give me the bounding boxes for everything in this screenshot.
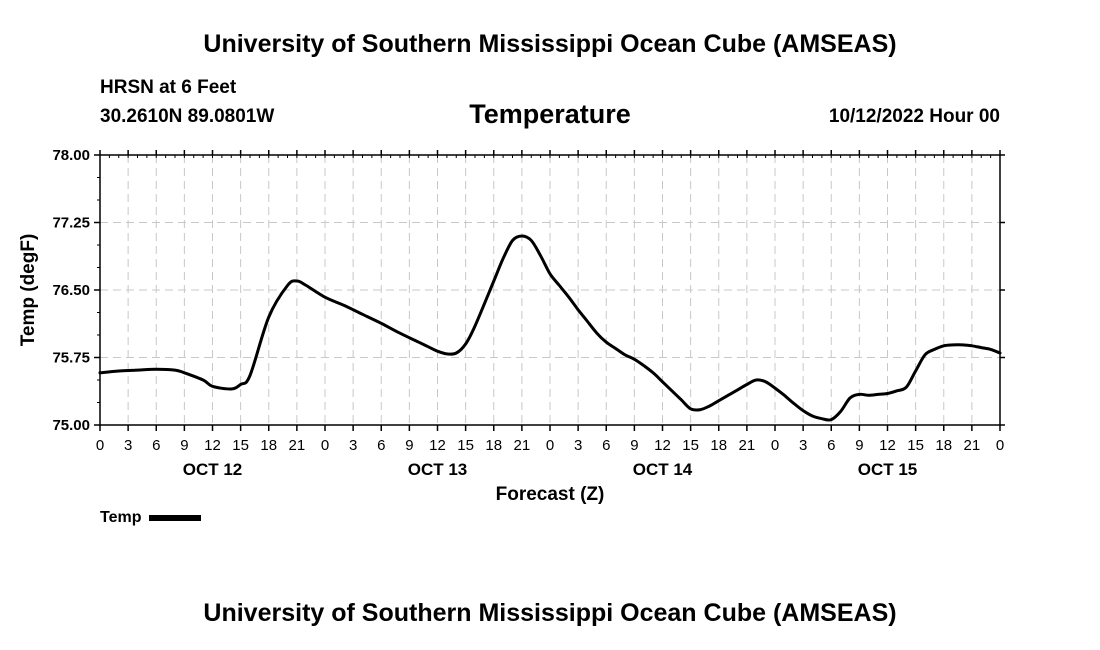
coordinates-label: 30.2610N 89.0801W (100, 106, 275, 127)
x-tick-label: 9 (630, 437, 638, 454)
day-label: OCT 12 (183, 460, 243, 479)
y-tick-label: 78.00 (52, 147, 90, 164)
x-tick-label: 0 (96, 437, 104, 454)
x-tick-label: 0 (546, 437, 554, 454)
x-tick-label: 21 (739, 437, 756, 454)
legend-line-swatch (149, 515, 202, 521)
forecast-datetime: 10/12/2022 Hour 00 (828, 106, 1000, 127)
x-tick-label: 3 (574, 437, 582, 454)
y-tick-label: 76.50 (52, 282, 90, 299)
x-tick-label: 6 (152, 437, 160, 454)
x-tick-label: 3 (349, 437, 357, 454)
series-line-temp (98, 234, 1002, 422)
footer-title: University of Southern Mississippi Ocean… (203, 599, 897, 627)
x-tick-label: 9 (855, 437, 863, 454)
x-tick-label: 18 (710, 437, 727, 454)
x-tick-label: 18 (935, 437, 952, 454)
station-label: HRSN at 6 Feet (100, 77, 237, 98)
x-tick-label: 21 (514, 437, 531, 454)
x-axis-label: Forecast (Z) (496, 484, 605, 505)
x-tick-label: 18 (485, 437, 502, 454)
variable-title: Temperature (469, 99, 631, 129)
y-tick-label: 77.25 (52, 215, 90, 232)
day-label: OCT 13 (408, 460, 468, 479)
x-tick-label: 21 (964, 437, 981, 454)
legend: Temp (100, 509, 202, 527)
x-tick-label: 3 (799, 437, 807, 454)
y-tick-label: 75.75 (52, 350, 90, 367)
y-axis-label: Temp (degF) (18, 234, 39, 347)
x-tick-label: 12 (204, 437, 221, 454)
legend-label: Temp (100, 509, 142, 526)
x-tick-label: 0 (996, 437, 1004, 454)
x-tick-label: 12 (429, 437, 446, 454)
x-tick-label: 3 (124, 437, 132, 454)
day-label: OCT 14 (633, 460, 693, 479)
x-tick-label: 18 (260, 437, 277, 454)
x-tick-label: 6 (827, 437, 835, 454)
x-tick-label: 15 (682, 437, 699, 454)
x-tick-label: 12 (654, 437, 671, 454)
x-tick-label: 15 (457, 437, 474, 454)
x-tick-label: 6 (377, 437, 385, 454)
x-tick-label: 12 (879, 437, 896, 454)
day-label: OCT 15 (858, 460, 918, 479)
x-tick-label: 21 (289, 437, 306, 454)
x-tick-label: 9 (405, 437, 413, 454)
x-tick-label: 15 (907, 437, 924, 454)
y-tick-label: 75.00 (52, 417, 90, 434)
page-title: University of Southern Mississippi Ocean… (203, 30, 897, 58)
x-tick-label: 0 (321, 437, 329, 454)
x-tick-label: 0 (771, 437, 779, 454)
x-tick-label: 9 (180, 437, 188, 454)
x-tick-label: 15 (232, 437, 249, 454)
x-tick-label: 6 (602, 437, 610, 454)
